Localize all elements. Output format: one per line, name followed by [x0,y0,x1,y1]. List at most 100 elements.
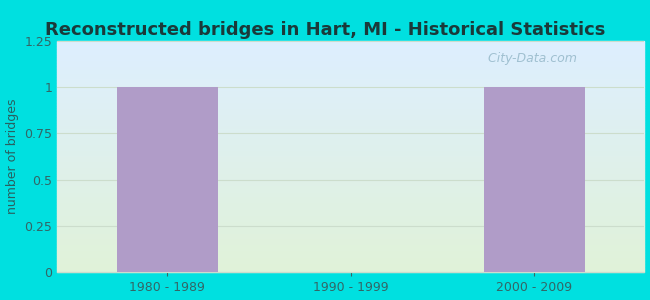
Bar [57,142,644,144]
Bar [57,78,644,79]
Bar [57,90,644,92]
Bar [57,106,644,107]
Bar [57,215,644,217]
Bar [57,166,644,167]
Bar [57,257,644,259]
Bar [484,87,585,272]
Bar [57,263,644,265]
Bar [57,201,644,203]
Bar [57,178,644,180]
Bar [57,119,644,121]
Y-axis label: number of bridges: number of bridges [6,99,19,214]
Bar [57,189,644,190]
Bar [57,141,644,142]
Bar [57,147,644,149]
Bar [57,177,644,178]
Bar [57,129,644,130]
Bar [57,231,644,232]
Bar [57,269,644,271]
Bar [57,98,644,99]
Bar [57,48,644,50]
Bar [57,109,644,110]
Bar [57,118,644,119]
Bar [57,249,644,251]
Bar [57,248,644,249]
Bar [57,223,644,224]
Bar [57,56,644,58]
Bar [57,252,644,254]
Bar [57,164,644,166]
Bar [57,76,644,78]
Bar [57,224,644,226]
Bar [57,243,644,244]
Bar [57,229,644,231]
Bar [57,167,644,169]
Bar [57,47,644,48]
Bar [57,220,644,221]
Bar [57,209,644,211]
Bar [57,163,644,164]
Bar [57,188,644,189]
Bar [57,152,644,153]
Bar [57,192,644,194]
Bar [57,127,644,129]
Bar [57,238,644,240]
Text: City-Data.com: City-Data.com [480,52,577,65]
Bar [57,136,644,138]
Bar [57,102,644,104]
Bar [57,268,644,269]
Bar [57,64,644,65]
Bar [57,266,644,268]
Bar [57,133,644,135]
Bar [57,175,644,177]
Bar [57,235,644,237]
Bar [57,121,644,122]
Bar [57,244,644,246]
Text: Reconstructed bridges in Hart, MI - Historical Statistics: Reconstructed bridges in Hart, MI - Hist… [45,21,605,39]
Bar [57,42,644,44]
Bar [57,132,644,133]
Bar [57,214,644,215]
Bar [57,75,644,76]
Bar [57,40,644,42]
Bar [57,50,644,51]
Bar [57,44,644,45]
Bar [57,70,644,71]
Bar [57,82,644,84]
Bar [57,84,644,85]
Bar [57,124,644,126]
Bar [57,116,644,118]
Bar [57,138,644,140]
Bar [57,265,644,266]
Bar [57,211,644,212]
Bar [57,73,644,75]
Bar [57,197,644,198]
Bar [57,96,644,98]
Bar [57,262,644,263]
Bar [57,228,644,229]
Bar [57,212,644,214]
Bar [57,115,644,116]
Bar [57,93,644,95]
Bar [57,186,644,188]
Bar [57,153,644,155]
Bar [57,95,644,96]
Bar [57,195,644,197]
Bar [57,160,644,161]
Bar [57,130,644,132]
Bar [57,79,644,81]
Bar [57,208,644,209]
Bar [57,146,644,147]
Bar [57,271,644,272]
Bar [57,59,644,61]
Bar [57,67,644,68]
Bar [57,101,644,102]
Bar [116,87,218,272]
Bar [57,65,644,67]
Bar [57,184,644,186]
Bar [57,92,644,93]
Bar [57,107,644,109]
Bar [57,206,644,208]
Bar [57,135,644,137]
Bar [57,88,644,90]
